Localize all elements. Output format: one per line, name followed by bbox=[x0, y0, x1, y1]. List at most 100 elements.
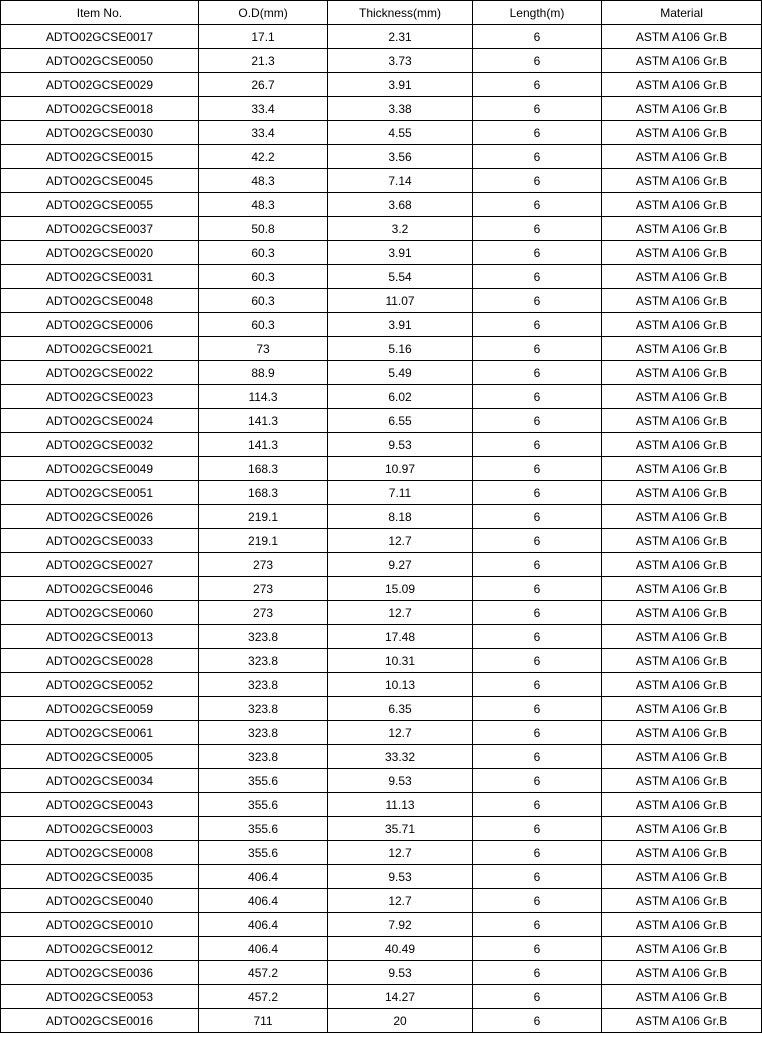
table-cell: ADTO02GCSE0046 bbox=[1, 577, 199, 601]
table-cell: 11.07 bbox=[328, 289, 473, 313]
table-cell: 10.97 bbox=[328, 457, 473, 481]
table-cell: ASTM A106 Gr.B bbox=[602, 241, 762, 265]
table-cell: 60.3 bbox=[198, 265, 327, 289]
table-cell: 6 bbox=[472, 73, 601, 97]
table-cell: 6 bbox=[472, 961, 601, 985]
table-row: ADTO02GCSE0036457.29.536ASTM A106 Gr.B bbox=[1, 961, 762, 985]
table-cell: 6 bbox=[472, 457, 601, 481]
table-cell: ASTM A106 Gr.B bbox=[602, 49, 762, 73]
table-cell: 60.3 bbox=[198, 313, 327, 337]
table-cell: ADTO02GCSE0013 bbox=[1, 625, 199, 649]
table-row: ADTO02GCSE003033.44.556ASTM A106 Gr.B bbox=[1, 121, 762, 145]
col-header-item: Item No. bbox=[1, 1, 199, 25]
table-cell: ASTM A106 Gr.B bbox=[602, 817, 762, 841]
table-cell: 6 bbox=[472, 769, 601, 793]
table-cell: 6 bbox=[472, 817, 601, 841]
table-cell: 6 bbox=[472, 241, 601, 265]
table-cell: 6 bbox=[472, 793, 601, 817]
table-cell: ASTM A106 Gr.B bbox=[602, 73, 762, 97]
table-cell: 711 bbox=[198, 1009, 327, 1033]
table-cell: 33.4 bbox=[198, 121, 327, 145]
table-cell: 9.53 bbox=[328, 865, 473, 889]
table-cell: ADTO02GCSE0006 bbox=[1, 313, 199, 337]
table-cell: ADTO02GCSE0035 bbox=[1, 865, 199, 889]
table-row: ADTO02GCSE0035406.49.536ASTM A106 Gr.B bbox=[1, 865, 762, 889]
table-cell: 6 bbox=[472, 217, 601, 241]
table-cell: 17.48 bbox=[328, 625, 473, 649]
table-cell: 323.8 bbox=[198, 625, 327, 649]
table-cell: ADTO02GCSE0061 bbox=[1, 721, 199, 745]
table-cell: 6 bbox=[472, 49, 601, 73]
table-cell: 219.1 bbox=[198, 505, 327, 529]
table-row: ADTO02GCSE0051168.37.116ASTM A106 Gr.B bbox=[1, 481, 762, 505]
table-cell: 50.8 bbox=[198, 217, 327, 241]
table-cell: 73 bbox=[198, 337, 327, 361]
table-cell: 6 bbox=[472, 601, 601, 625]
table-cell: 3.2 bbox=[328, 217, 473, 241]
table-cell: 6 bbox=[472, 193, 601, 217]
table-header: Item No. O.D(mm) Thickness(mm) Length(m)… bbox=[1, 1, 762, 25]
table-cell: 42.2 bbox=[198, 145, 327, 169]
table-cell: 141.3 bbox=[198, 433, 327, 457]
table-cell: 355.6 bbox=[198, 841, 327, 865]
table-cell: ADTO02GCSE0040 bbox=[1, 889, 199, 913]
table-cell: 6 bbox=[472, 553, 601, 577]
table-cell: ADTO02GCSE0023 bbox=[1, 385, 199, 409]
table-cell: 9.53 bbox=[328, 433, 473, 457]
table-cell: 6 bbox=[472, 25, 601, 49]
table-cell: 6 bbox=[472, 433, 601, 457]
table-cell: 457.2 bbox=[198, 961, 327, 985]
table-cell: ASTM A106 Gr.B bbox=[602, 361, 762, 385]
table-cell: ASTM A106 Gr.B bbox=[602, 673, 762, 697]
table-cell: 6 bbox=[472, 721, 601, 745]
table-cell: 9.53 bbox=[328, 961, 473, 985]
table-cell: ADTO02GCSE0043 bbox=[1, 793, 199, 817]
table-cell: 6 bbox=[472, 913, 601, 937]
table-row: ADTO02GCSE003750.83.26ASTM A106 Gr.B bbox=[1, 217, 762, 241]
table-cell: 6 bbox=[472, 121, 601, 145]
table-cell: 273 bbox=[198, 601, 327, 625]
table-cell: ASTM A106 Gr.B bbox=[602, 913, 762, 937]
table-cell: ADTO02GCSE0017 bbox=[1, 25, 199, 49]
table-cell: 6 bbox=[472, 337, 601, 361]
table-cell: ASTM A106 Gr.B bbox=[602, 169, 762, 193]
table-cell: ASTM A106 Gr.B bbox=[602, 289, 762, 313]
table-cell: 6.02 bbox=[328, 385, 473, 409]
col-header-od: O.D(mm) bbox=[198, 1, 327, 25]
table-cell: 323.8 bbox=[198, 673, 327, 697]
table-cell: 6 bbox=[472, 673, 601, 697]
table-cell: ASTM A106 Gr.B bbox=[602, 841, 762, 865]
table-cell: 3.38 bbox=[328, 97, 473, 121]
table-cell: 6 bbox=[472, 145, 601, 169]
table-cell: ASTM A106 Gr.B bbox=[602, 865, 762, 889]
table-row: ADTO02GCSE0040406.412.76ASTM A106 Gr.B bbox=[1, 889, 762, 913]
table-cell: ASTM A106 Gr.B bbox=[602, 433, 762, 457]
table-cell: 6 bbox=[472, 97, 601, 121]
table-cell: 273 bbox=[198, 577, 327, 601]
table-row: ADTO02GCSE001717.12.316ASTM A106 Gr.B bbox=[1, 25, 762, 49]
table-cell: 14.27 bbox=[328, 985, 473, 1009]
table-cell: 3.73 bbox=[328, 49, 473, 73]
table-cell: 6.55 bbox=[328, 409, 473, 433]
table-cell: ADTO02GCSE0032 bbox=[1, 433, 199, 457]
table-cell: 4.55 bbox=[328, 121, 473, 145]
table-cell: ASTM A106 Gr.B bbox=[602, 745, 762, 769]
table-cell: 3.91 bbox=[328, 241, 473, 265]
table-cell: ADTO02GCSE0060 bbox=[1, 601, 199, 625]
table-cell: ADTO02GCSE0036 bbox=[1, 961, 199, 985]
table-cell: 21.3 bbox=[198, 49, 327, 73]
table-cell: 355.6 bbox=[198, 817, 327, 841]
col-header-thickness: Thickness(mm) bbox=[328, 1, 473, 25]
table-cell: ASTM A106 Gr.B bbox=[602, 409, 762, 433]
table-cell: ADTO02GCSE0020 bbox=[1, 241, 199, 265]
table-cell: ADTO02GCSE0026 bbox=[1, 505, 199, 529]
table-cell: 6 bbox=[472, 577, 601, 601]
table-cell: 6 bbox=[472, 529, 601, 553]
table-cell: 323.8 bbox=[198, 745, 327, 769]
table-cell: 6 bbox=[472, 937, 601, 961]
table-cell: ASTM A106 Gr.B bbox=[602, 25, 762, 49]
table-cell: 406.4 bbox=[198, 865, 327, 889]
table-cell: ASTM A106 Gr.B bbox=[602, 937, 762, 961]
table-cell: 406.4 bbox=[198, 937, 327, 961]
table-row: ADTO02GCSE001833.43.386ASTM A106 Gr.B bbox=[1, 97, 762, 121]
